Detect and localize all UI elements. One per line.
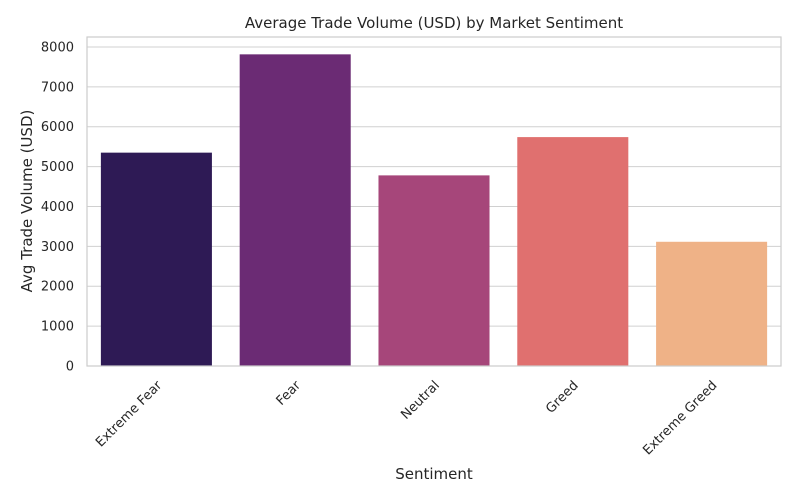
x-tick-label: Extreme Fear bbox=[93, 378, 166, 451]
y-tick-label: 5000 bbox=[41, 160, 74, 175]
y-tick-label: 0 bbox=[66, 360, 74, 375]
bars bbox=[100, 54, 768, 367]
y-axis-label: Avg Trade Volume (USD) bbox=[18, 110, 36, 293]
bar-extreme-greed bbox=[656, 241, 768, 366]
y-tick-label: 6000 bbox=[41, 120, 74, 135]
plot-frame bbox=[86, 36, 782, 367]
y-tick-label: 7000 bbox=[41, 80, 74, 95]
bar-greed bbox=[517, 137, 629, 366]
chart-title: Average Trade Volume (USD) by Market Sen… bbox=[245, 14, 623, 32]
x-tick-label: Greed bbox=[543, 378, 581, 416]
y-tick-labels: 0 1000 2000 3000 4000 5000 6000 7000 8000 bbox=[41, 40, 74, 374]
y-tick-label: 2000 bbox=[41, 280, 74, 295]
y-tick-label: 8000 bbox=[41, 40, 74, 55]
x-tick-label: Neutral bbox=[398, 378, 443, 423]
x-tick-label: Extreme Greed bbox=[640, 378, 720, 458]
bar-extreme-fear bbox=[100, 152, 212, 366]
y-tick-label: 4000 bbox=[41, 200, 74, 215]
y-tick-label: 1000 bbox=[41, 320, 74, 335]
x-tick-labels: Extreme Fear Fear Neutral Greed Extreme Gree… bbox=[93, 378, 720, 459]
x-axis-label: Sentiment bbox=[395, 465, 473, 483]
x-tick-label: Fear bbox=[274, 378, 305, 409]
y-tick-label: 3000 bbox=[41, 240, 74, 255]
bar-fear bbox=[239, 54, 351, 367]
bar-neutral bbox=[378, 175, 490, 366]
